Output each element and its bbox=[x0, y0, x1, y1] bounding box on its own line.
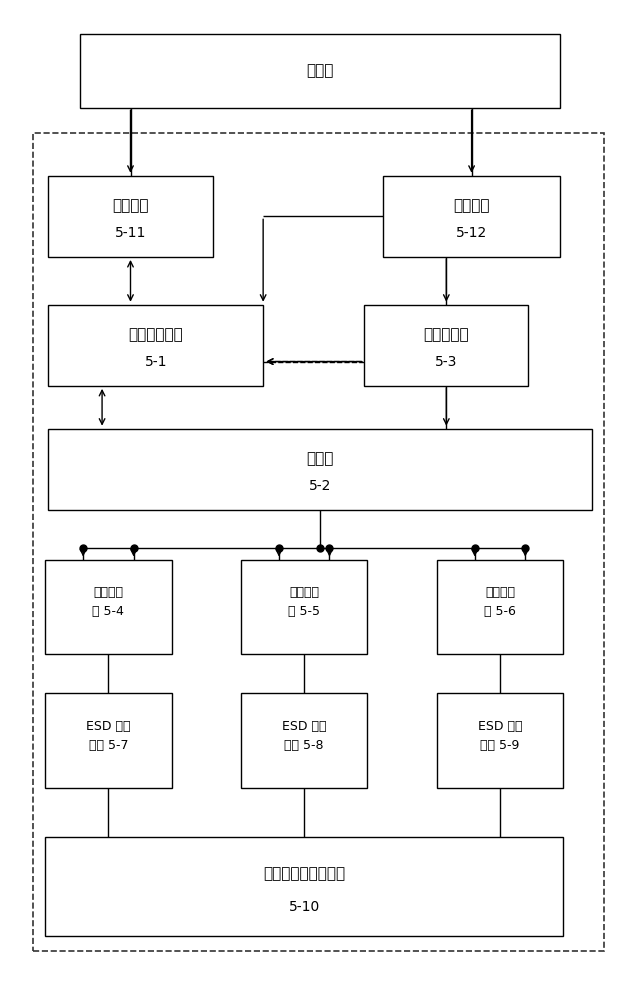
Bar bbox=[80, 34, 560, 108]
Text: 单片机: 单片机 bbox=[307, 451, 333, 466]
Bar bbox=[45, 837, 563, 936]
Text: 通信接口: 通信接口 bbox=[112, 198, 148, 213]
Text: ESD 保护
芯片 5-8: ESD 保护 芯片 5-8 bbox=[282, 720, 326, 752]
Bar bbox=[437, 693, 563, 788]
Text: 降压转换器: 降压转换器 bbox=[424, 327, 469, 342]
Bar bbox=[364, 305, 529, 386]
Bar bbox=[49, 176, 212, 257]
Bar bbox=[241, 560, 367, 654]
Bar bbox=[45, 693, 172, 788]
Bar bbox=[49, 429, 591, 510]
Text: 电源接口: 电源接口 bbox=[453, 198, 490, 213]
Text: 多通道电阻输出接口: 多通道电阻输出接口 bbox=[263, 866, 345, 881]
Text: 5-3: 5-3 bbox=[435, 355, 458, 369]
Text: ESD 保护
芯片 5-7: ESD 保护 芯片 5-7 bbox=[86, 720, 131, 752]
Text: 数字电位
计 5-4: 数字电位 计 5-4 bbox=[92, 586, 124, 618]
Text: ESD 保护
芯片 5-9: ESD 保护 芯片 5-9 bbox=[478, 720, 522, 752]
Bar bbox=[241, 693, 367, 788]
Text: 上位机: 上位机 bbox=[307, 64, 333, 79]
Bar bbox=[383, 176, 560, 257]
Text: 数字电位
计 5-6: 数字电位 计 5-6 bbox=[484, 586, 516, 618]
Bar bbox=[45, 560, 172, 654]
Bar bbox=[437, 560, 563, 654]
Text: 数字电位
计 5-5: 数字电位 计 5-5 bbox=[288, 586, 320, 618]
Text: 5-2: 5-2 bbox=[309, 479, 331, 493]
Bar bbox=[49, 305, 263, 386]
Text: 5-10: 5-10 bbox=[289, 900, 320, 914]
Text: 串口转换模块: 串口转换模块 bbox=[129, 327, 183, 342]
Text: 5-12: 5-12 bbox=[456, 226, 487, 240]
Bar bbox=[33, 133, 604, 951]
Text: 5-1: 5-1 bbox=[145, 355, 167, 369]
Text: 5-11: 5-11 bbox=[115, 226, 146, 240]
